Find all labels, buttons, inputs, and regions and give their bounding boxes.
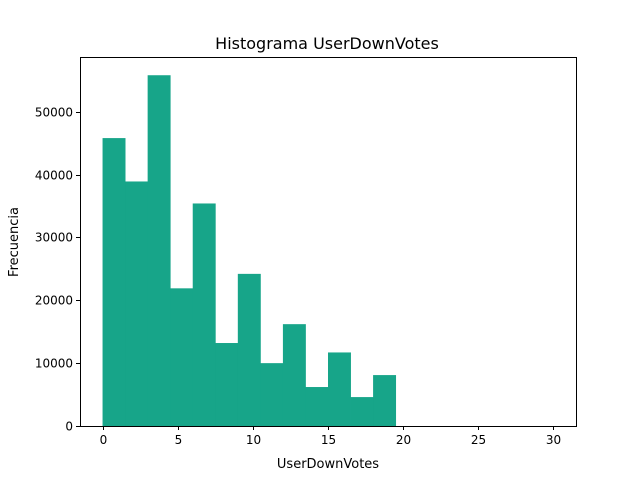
histogram-bar-7 [260, 363, 284, 426]
y-tick-label: 40000 [35, 169, 73, 183]
x-tick-label: 25 [471, 433, 486, 447]
x-axis: 0 5 10 15 20 25 30 [100, 426, 561, 447]
histogram-bar-8 [282, 324, 306, 426]
x-axis-label: UserDownVotes [277, 457, 379, 472]
y-tick-label: 0 [65, 420, 73, 434]
y-tick-label: 10000 [35, 357, 73, 371]
histogram-bar-11 [350, 397, 374, 426]
histogram-bar-12 [373, 375, 397, 426]
chart-title: Histograma UserDownVotes [215, 34, 439, 53]
histogram-bar-4 [192, 203, 216, 426]
x-tick-label: 0 [100, 433, 108, 447]
histogram-bar-9 [305, 387, 329, 426]
y-axis: 0 10000 20000 30000 40000 50000 [35, 106, 80, 434]
x-tick-label: 30 [546, 433, 561, 447]
y-axis-label: Frecuencia [7, 207, 22, 277]
histogram-bar-1 [125, 181, 149, 426]
histogram-bar-3 [170, 288, 194, 426]
plot-frame [80, 57, 577, 427]
y-tick-label: 20000 [35, 294, 73, 308]
histogram-bar-10 [328, 352, 351, 426]
y-tick-label: 50000 [35, 106, 73, 120]
y-tick-label: 30000 [35, 231, 73, 245]
histogram-bar-6 [237, 273, 261, 426]
x-tick-label: 10 [246, 433, 261, 447]
histogram-bar-0 [102, 138, 126, 426]
x-tick-label: 15 [321, 433, 336, 447]
x-tick-label: 20 [396, 433, 411, 447]
histogram-bar-5 [215, 343, 239, 426]
histogram-bar-2 [147, 75, 171, 426]
bars-group [102, 75, 397, 426]
x-tick-label: 5 [175, 433, 183, 447]
